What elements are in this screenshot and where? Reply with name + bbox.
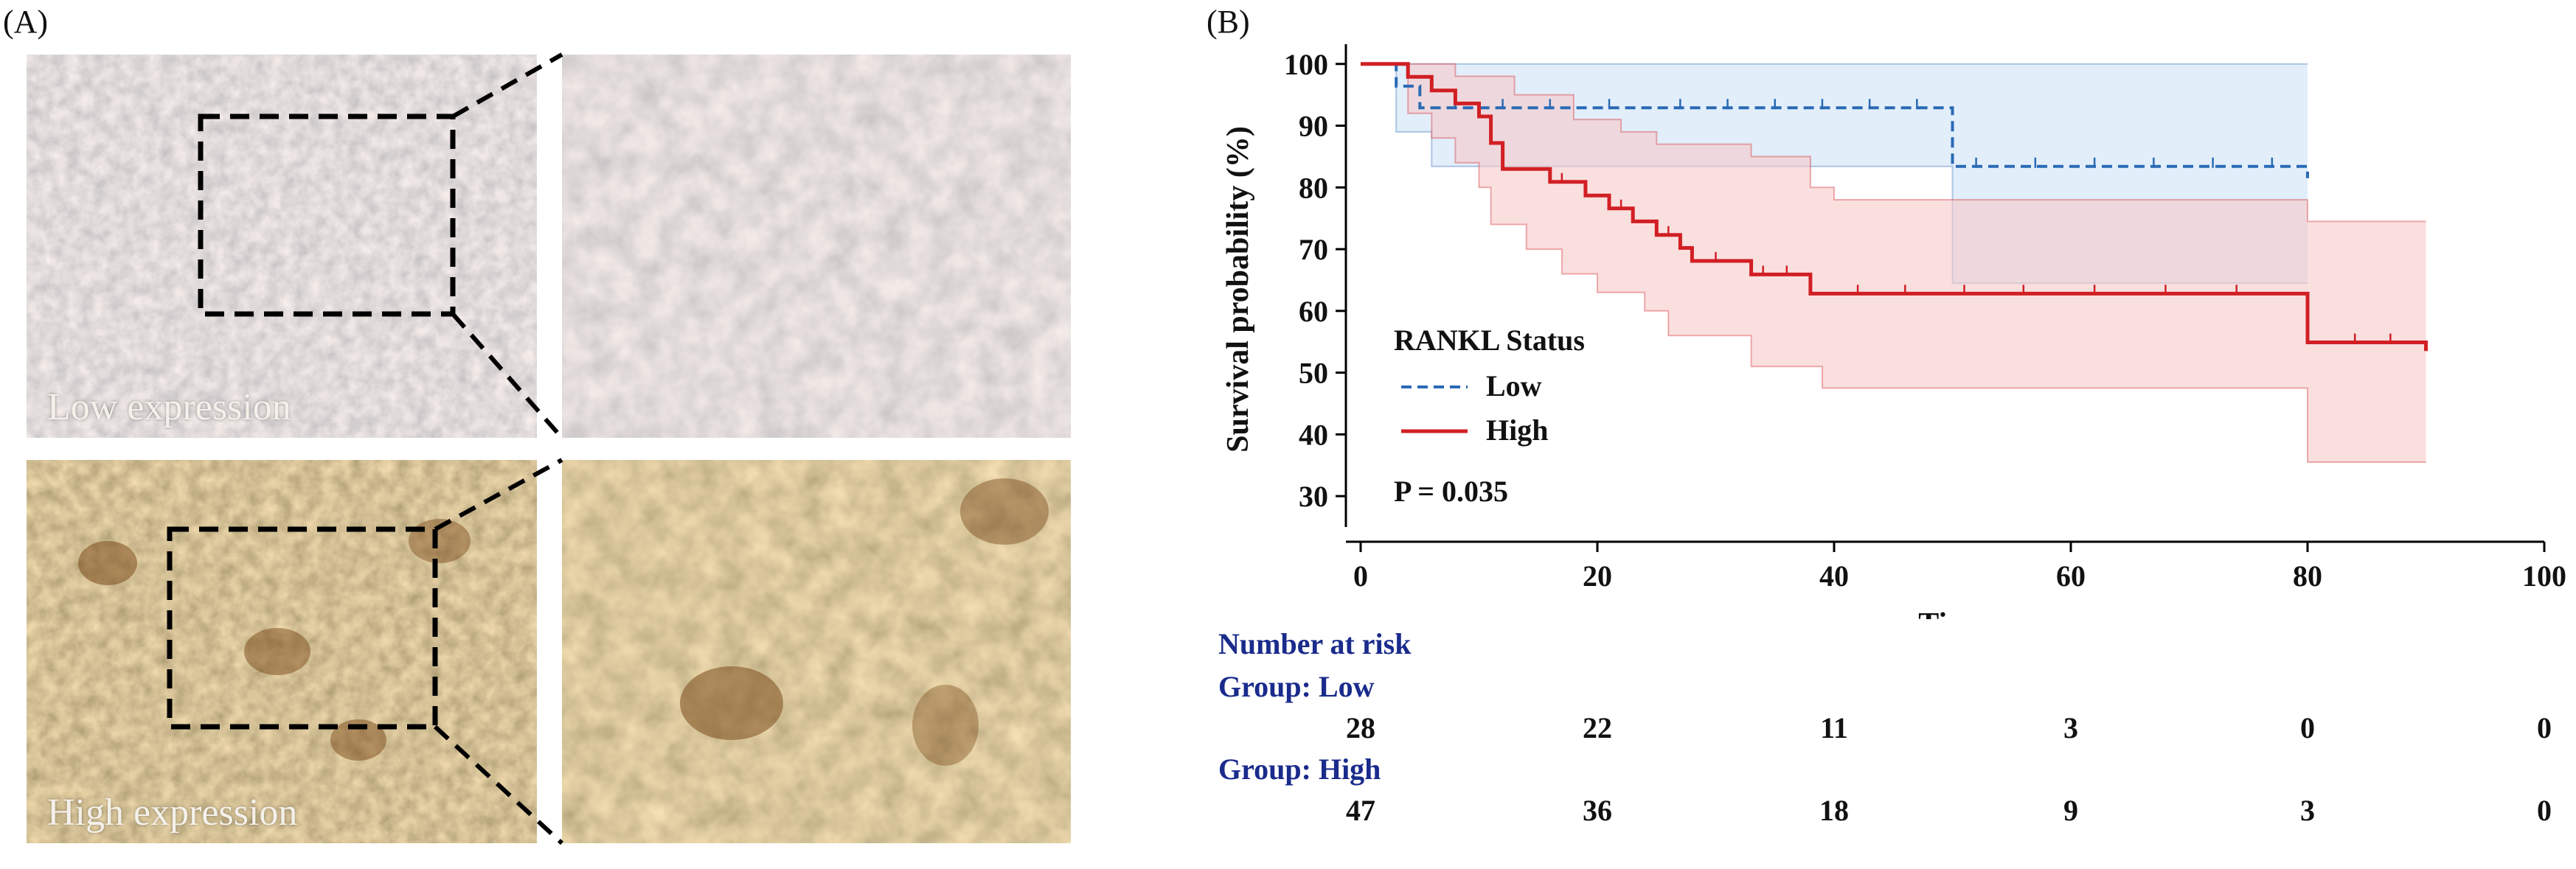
x-axis-label: Time	[1918, 607, 1987, 619]
high-expression-micrograph: High expression	[27, 460, 537, 843]
y-tick-label: 100	[1284, 48, 1328, 81]
kaplan-meier-chart: 30 40 50 60 70 80 90 100 0 20 40 60 80 100 Time Surviva…	[1221, 44, 2566, 619]
y-tick-label: 80	[1299, 171, 1328, 204]
risk-count: 22	[1583, 711, 1612, 744]
y-axis-label: Survival probability (%)	[1221, 126, 1255, 453]
panel-a-label: (A)	[3, 4, 49, 40]
risk-count: 0	[2537, 711, 2552, 744]
risk-count: 9	[2063, 794, 2078, 827]
panel-b-label: (B)	[1207, 4, 1250, 40]
x-tick-label: 80	[2293, 559, 2322, 593]
high-expression-caption: High expression	[47, 792, 298, 834]
legend-label-low: Low	[1486, 369, 1542, 402]
risk-table-title: Number at risk	[1218, 627, 1412, 660]
risk-count: 3	[2300, 794, 2315, 827]
survival-curve-high	[1361, 62, 2428, 352]
risk-count: 47	[1346, 794, 1375, 827]
risk-count: 0	[2537, 794, 2552, 827]
p-value-annotation: P = 0.035	[1394, 475, 1508, 508]
y-tick-label: 30	[1299, 480, 1328, 513]
x-tick-label: 0	[1353, 559, 1368, 593]
risk-group-label: Group: Low	[1218, 670, 1375, 703]
risk-group-label: Group: High	[1218, 753, 1381, 786]
ci-lower-high	[1361, 63, 2426, 463]
y-tick-label: 40	[1299, 418, 1328, 451]
legend-title: RANKL Status	[1394, 324, 1585, 357]
risk-count: 18	[1819, 794, 1849, 827]
y-tick-label: 70	[1299, 233, 1328, 266]
risk-count: 3	[2063, 711, 2078, 744]
zoom-connectors	[433, 52, 564, 845]
x-tick-label: 20	[1583, 559, 1612, 593]
ci-upper-high	[1361, 63, 2426, 223]
low-expression-caption: Low expression	[47, 386, 291, 428]
ci-band-high	[1361, 63, 2426, 463]
y-tick-label: 50	[1299, 357, 1328, 390]
y-tick-label: 60	[1299, 295, 1328, 328]
survival-curve-low	[1361, 62, 2309, 178]
legend-label-high: High	[1486, 413, 1548, 447]
low-expression-zoom	[562, 55, 1071, 438]
y-tick-label: 90	[1299, 110, 1328, 143]
risk-count: 36	[1583, 794, 1612, 827]
x-tick-label: 60	[2056, 559, 2086, 593]
risk-count: 0	[2300, 711, 2315, 744]
high-expression-zoom	[562, 460, 1071, 843]
x-tick-label: 100	[2522, 559, 2566, 593]
low-expression-micrograph: Low expression	[27, 55, 537, 438]
risk-count: 11	[1820, 711, 1848, 744]
risk-count: 28	[1346, 711, 1375, 744]
x-tick-label: 40	[1819, 559, 1849, 593]
